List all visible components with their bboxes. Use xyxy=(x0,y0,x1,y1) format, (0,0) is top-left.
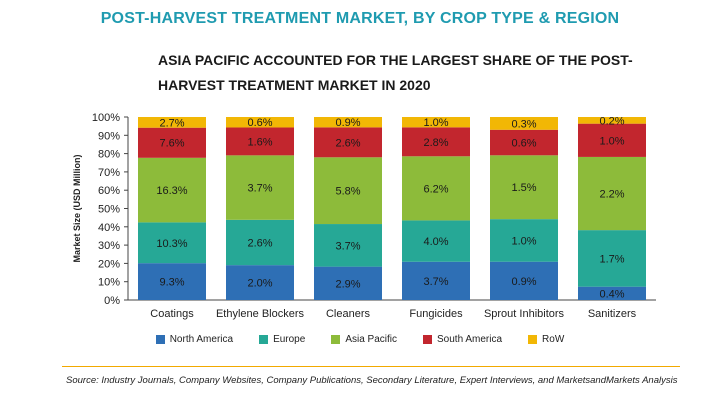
data-label: 1.0% xyxy=(599,135,624,147)
data-label: 0.4% xyxy=(599,288,624,300)
data-label: 3.7% xyxy=(247,183,272,195)
data-label: 3.7% xyxy=(335,240,360,252)
bar-segment-europe xyxy=(138,222,206,264)
bar-segment-row xyxy=(138,117,206,128)
data-label: 2.2% xyxy=(599,189,624,201)
bar-segment-north-america xyxy=(578,286,646,300)
y-axis-label: Market Size (USD Million) xyxy=(72,154,82,262)
bar-segment-europe xyxy=(490,219,558,262)
bar-segment-row xyxy=(578,117,646,124)
y-tick-label: 90% xyxy=(98,130,120,142)
bar-segment-europe xyxy=(314,224,382,267)
data-label: 1.7% xyxy=(599,253,624,265)
legend-swatch xyxy=(259,335,269,344)
y-tick-label: 60% xyxy=(98,185,120,197)
data-label: 0.9% xyxy=(511,276,536,288)
data-label: 7.6% xyxy=(159,138,184,150)
bar-segment-south-america xyxy=(402,127,470,157)
bar-segment-asia-pacific xyxy=(402,156,470,221)
data-label: 0.6% xyxy=(511,138,536,150)
legend-swatch xyxy=(423,335,432,344)
bar-segment-north-america xyxy=(314,266,382,300)
x-tick-label: Fungicides xyxy=(409,308,463,320)
y-tick-label: 70% xyxy=(98,167,120,179)
y-tick-label: 50% xyxy=(98,204,120,216)
y-tick-label: 10% xyxy=(98,277,120,289)
bar-segment-asia-pacific xyxy=(226,155,294,220)
data-label: 1.0% xyxy=(511,235,536,247)
y-tick-label: 0% xyxy=(104,295,120,307)
data-label: 2.0% xyxy=(247,278,272,290)
x-tick-label: Coatings xyxy=(150,308,194,320)
data-label: 1.5% xyxy=(511,182,536,194)
data-label: 4.0% xyxy=(423,236,448,248)
legend-label: South America xyxy=(437,334,503,345)
data-label: 2.7% xyxy=(159,117,184,129)
y-tick-label: 100% xyxy=(92,112,120,124)
legend-item: RoW xyxy=(528,334,564,345)
data-label: 2.9% xyxy=(335,278,360,290)
bar-segment-south-america xyxy=(578,123,646,157)
data-label: 2.8% xyxy=(423,137,448,149)
legend-swatch xyxy=(331,335,341,344)
data-label: 0.6% xyxy=(247,117,272,129)
data-label: 0.3% xyxy=(511,118,536,130)
legend-label: RoW xyxy=(542,334,565,345)
bar-segment-row xyxy=(226,117,294,128)
y-tick-label: 40% xyxy=(98,222,120,234)
footer-divider xyxy=(62,366,680,367)
chart-subtitle: ASIA PACIFIC ACCOUNTED FOR THE LARGEST S… xyxy=(158,52,633,93)
legend-swatch xyxy=(155,335,165,344)
bar-segment-europe xyxy=(226,219,294,266)
bar-segment-south-america xyxy=(314,127,382,158)
data-label: 3.7% xyxy=(423,276,448,288)
data-label: 10.3% xyxy=(156,238,187,250)
data-label: 9.3% xyxy=(159,277,184,289)
x-tick-label: Sanitizers xyxy=(588,308,637,320)
bar-segment-asia-pacific xyxy=(578,156,646,231)
bar-segment-row xyxy=(314,117,382,128)
data-label: 2.6% xyxy=(247,237,272,249)
source-note: Source: Industry Journals, Company Websi… xyxy=(66,375,678,386)
x-tick-label: Ethylene Blockers xyxy=(216,308,305,320)
bar-segment-europe xyxy=(578,230,646,287)
bar-segment-south-america xyxy=(138,127,206,158)
bar-segment-asia-pacific xyxy=(314,157,382,225)
bar-segment-asia-pacific xyxy=(490,155,558,220)
legend-item: Asia Pacific xyxy=(331,334,397,345)
bar-segment-row xyxy=(490,117,558,130)
data-label: 0.9% xyxy=(335,117,360,129)
bar-segment-asia-pacific xyxy=(138,157,206,223)
data-label: 1.0% xyxy=(423,117,448,129)
chart-title: POST-HARVEST TREATMENT MARKET, BY CROP T… xyxy=(100,10,620,27)
bar-segment-south-america xyxy=(490,129,558,156)
bar-segment-south-america xyxy=(226,127,294,156)
data-label: 5.8% xyxy=(335,186,360,198)
data-label: 0.2% xyxy=(599,115,624,127)
legend-swatch xyxy=(528,335,538,344)
legend-item: Europe xyxy=(259,334,305,345)
x-tick-label: Cleaners xyxy=(326,308,371,320)
bar-segment-north-america xyxy=(490,261,558,300)
legend-label: Asia Pacific xyxy=(345,334,397,345)
y-tick-label: 80% xyxy=(98,149,120,161)
bar-segment-europe xyxy=(402,220,470,262)
data-label: 16.3% xyxy=(156,185,187,197)
legend-label: North America xyxy=(169,334,234,345)
data-label: 1.6% xyxy=(247,136,272,148)
y-tick-label: 30% xyxy=(98,240,120,252)
y-tick-label: 20% xyxy=(98,258,120,270)
bar-segment-north-america xyxy=(402,261,470,300)
legend-item: North America xyxy=(155,334,234,345)
legend-item: South America xyxy=(423,334,502,345)
bar-segment-north-america xyxy=(138,263,206,300)
legend-label: Europe xyxy=(273,334,306,345)
data-label: 6.2% xyxy=(423,183,448,195)
legend: North America Europe Asia Pacific South Ame… xyxy=(0,334,720,345)
bar-segment-row xyxy=(402,117,470,128)
x-tick-label: Sprout Inhibitors xyxy=(484,308,565,320)
data-label: 2.6% xyxy=(335,137,360,149)
bar-segment-north-america xyxy=(226,265,294,300)
